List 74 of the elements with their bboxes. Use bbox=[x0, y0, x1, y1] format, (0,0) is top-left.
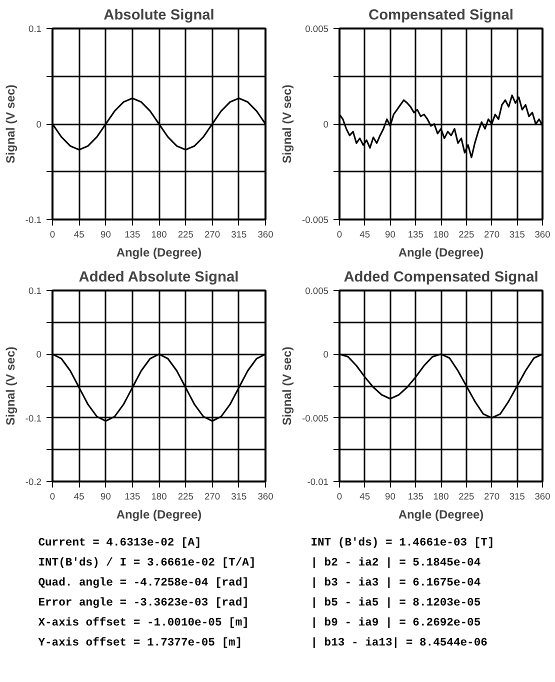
x-tick-label: 270 bbox=[484, 492, 500, 502]
x-tick-label: 360 bbox=[534, 492, 550, 502]
x-tick-label: 180 bbox=[151, 230, 167, 240]
x-tick-label: 180 bbox=[433, 492, 449, 502]
text: INT (B'ds) = 1.4661e-03 [T] bbox=[310, 536, 494, 550]
y-tick-label: -0.1 bbox=[25, 413, 42, 424]
x-tick-label: 135 bbox=[408, 230, 424, 240]
x-tick-label: 0 bbox=[336, 230, 342, 240]
x-tick-label: 225 bbox=[458, 492, 474, 502]
x-tick-label: 270 bbox=[204, 230, 220, 240]
x-tick-label: 90 bbox=[385, 492, 396, 502]
text: Quad. angle = -4.7258e-04 [rad] bbox=[38, 576, 249, 590]
y-axis-title: Signal (V sec) bbox=[280, 346, 294, 426]
y-tick-label: 0.1 bbox=[28, 286, 42, 296]
chart-title: Added Compensated Signal bbox=[344, 270, 538, 286]
x-tick-label: 135 bbox=[124, 492, 140, 502]
x-axis-title: Angle (Degree) bbox=[116, 508, 202, 522]
x-tick-label: 45 bbox=[360, 492, 370, 502]
y-tick-label: 0 bbox=[323, 120, 329, 130]
chart-title: Compensated Signal bbox=[368, 8, 514, 24]
y-tick-label: -0.1 bbox=[25, 215, 42, 225]
text: | b13 - ia13| = 8.4544e-06 bbox=[310, 636, 488, 650]
x-axis-title: Angle (Degree) bbox=[398, 508, 484, 522]
x-tick-label: 270 bbox=[204, 492, 220, 502]
text: Current = 4.6313e-02 [A] bbox=[38, 536, 202, 550]
y-axis-title: Signal (V sec) bbox=[3, 84, 18, 164]
chart-title: Added Absolute Signal bbox=[78, 270, 239, 286]
x-tick-label: 0 bbox=[50, 230, 56, 240]
y-tick-label: 0 bbox=[323, 350, 329, 360]
x-axis-title: Angle (Degree) bbox=[398, 246, 484, 260]
x-tick-label: 0 bbox=[336, 492, 342, 502]
chart-title: Absolute Signal bbox=[104, 8, 214, 24]
text: Error angle = -3.3623e-03 [rad] bbox=[38, 596, 249, 610]
x-tick-label: 315 bbox=[231, 492, 247, 502]
x-tick-label: 180 bbox=[433, 230, 449, 240]
y-tick-label: -0.2 bbox=[25, 477, 42, 487]
y-tick-label: 0.005 bbox=[305, 286, 328, 296]
x-tick-label: 135 bbox=[124, 230, 140, 240]
x-tick-label: 225 bbox=[178, 492, 194, 502]
text: X-axis offset = -1.0010e-05 [m] bbox=[38, 616, 249, 630]
x-tick-label: 90 bbox=[385, 230, 396, 240]
x-axis-title: Angle (Degree) bbox=[116, 246, 202, 260]
y-axis-title: Signal (V sec) bbox=[3, 346, 18, 426]
text: Y-axis offset = 1.7377e-05 [m] bbox=[38, 636, 242, 650]
y-tick-label: 0 bbox=[36, 120, 42, 130]
x-tick-label: 180 bbox=[151, 492, 167, 502]
x-tick-label: 135 bbox=[408, 492, 424, 502]
text: INT(B'ds) / I = 3.6661e-02 [T/A] bbox=[38, 556, 256, 570]
x-tick-label: 45 bbox=[74, 230, 84, 240]
y-tick-label: 0.005 bbox=[305, 24, 328, 34]
text: | b3 - ia3 | = 6.1675e-04 bbox=[310, 576, 481, 590]
text: | b5 - ia5 | = 8.1203e-05 bbox=[310, 596, 481, 610]
x-tick-label: 225 bbox=[458, 230, 474, 240]
x-tick-label: 225 bbox=[178, 230, 194, 240]
x-tick-label: 360 bbox=[534, 230, 550, 240]
y-tick-label: 0 bbox=[36, 350, 42, 360]
text: | b2 - ia2 | = 5.1845e-04 bbox=[310, 556, 481, 570]
y-tick-label: -0.01 bbox=[307, 477, 329, 487]
x-tick-label: 270 bbox=[484, 230, 500, 240]
x-tick-label: 45 bbox=[360, 230, 370, 240]
x-tick-label: 0 bbox=[50, 492, 56, 502]
x-tick-label: 90 bbox=[100, 230, 111, 240]
y-tick-label: -0.005 bbox=[302, 413, 329, 424]
x-tick-label: 45 bbox=[74, 492, 84, 502]
y-axis-title: Signal (V sec) bbox=[280, 84, 294, 164]
text: | b9 - ia9 | = 6.2692e-05 bbox=[310, 616, 481, 630]
x-tick-label: 360 bbox=[258, 230, 274, 240]
y-tick-label: 0.1 bbox=[28, 24, 42, 34]
y-tick-label: -0.005 bbox=[302, 215, 329, 225]
x-tick-label: 315 bbox=[231, 230, 247, 240]
x-tick-label: 315 bbox=[509, 230, 525, 240]
x-tick-label: 315 bbox=[509, 492, 525, 502]
x-tick-label: 360 bbox=[258, 492, 274, 502]
x-tick-label: 90 bbox=[100, 492, 111, 502]
